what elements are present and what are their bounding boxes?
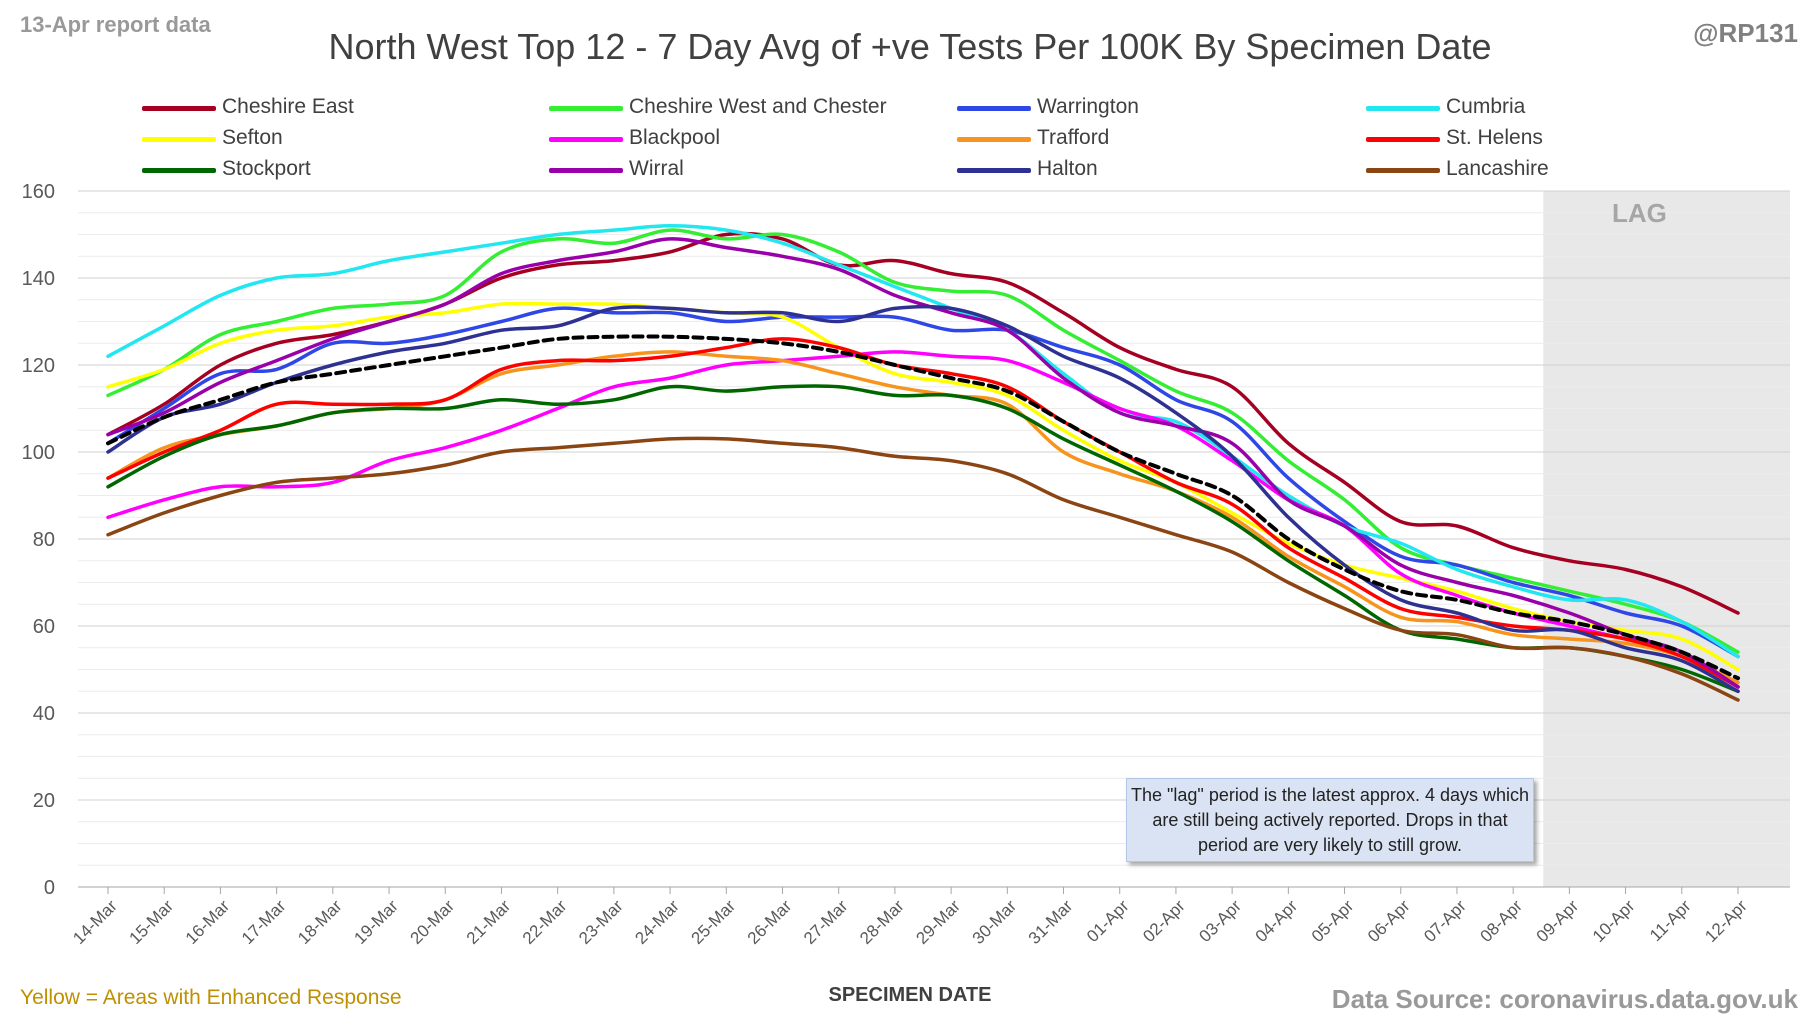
chart-title: North West Top 12 - 7 Day Avg of +ve Tes… <box>328 26 1492 67</box>
x-tick-label: 09-Apr <box>1533 896 1583 946</box>
y-tick-label: 120 <box>22 355 55 377</box>
legend-label: Blackpool <box>629 126 721 149</box>
legend-swatch <box>957 137 1031 142</box>
series-line-cumbria <box>106 224 1740 659</box>
legend-swatch <box>1366 137 1440 142</box>
x-tick-label: 03-Apr <box>1195 896 1245 946</box>
legend-swatch <box>142 106 216 111</box>
y-tick-label: 80 <box>33 529 55 551</box>
series-line-st-helens <box>106 337 1740 689</box>
legend-label: St. Helens <box>1446 126 1543 149</box>
legend-label: Stockport <box>222 157 311 180</box>
x-tick-label: 02-Apr <box>1139 896 1189 946</box>
series-line-warrington <box>106 306 1740 659</box>
x-tick-label: 20-Mar <box>407 896 459 948</box>
x-tick-label: 31-Mar <box>1025 896 1077 948</box>
x-tick-label: 28-Mar <box>856 896 908 948</box>
x-tick-label: 29-Mar <box>912 896 964 948</box>
x-tick-label: 26-Mar <box>744 896 796 948</box>
y-tick-label: 160 <box>22 181 55 203</box>
author-handle: @RP131 <box>1693 18 1798 48</box>
legend-label: Wirral <box>629 157 684 180</box>
series-line-cheshire-east <box>106 231 1740 615</box>
x-tick-label: 25-Mar <box>688 896 740 948</box>
legend-label: Cumbria <box>1446 95 1526 118</box>
series-line-lancashire <box>106 436 1740 702</box>
x-tick-label: 05-Apr <box>1308 896 1358 946</box>
series-line-stockport <box>106 384 1740 694</box>
legend-swatch <box>142 168 216 173</box>
legend-label: Lancashire <box>1446 157 1549 180</box>
x-tick-label: 22-Mar <box>519 896 571 948</box>
enhanced-response-note: Yellow = Areas with Enhanced Response <box>20 986 402 1009</box>
legend-label: Sefton <box>222 126 283 149</box>
legend-label: Halton <box>1037 157 1098 180</box>
series-line-sefton <box>106 301 1740 672</box>
x-tick-label: 14-Mar <box>69 896 121 948</box>
series-line-cheshire-west-and-chester <box>106 228 1740 654</box>
x-tick-label: 04-Apr <box>1252 896 1302 946</box>
x-tick-label: 23-Mar <box>575 896 627 948</box>
x-tick-label: 06-Apr <box>1364 896 1414 946</box>
y-tick-label: 20 <box>33 790 55 812</box>
x-tick-label: 30-Mar <box>969 896 1021 948</box>
legend-label: Cheshire East <box>222 95 354 118</box>
lag-label: LAG <box>1612 198 1667 228</box>
x-tick-label: 17-Mar <box>238 896 290 948</box>
legend-swatch <box>957 168 1031 173</box>
x-tick-label: 10-Apr <box>1589 896 1639 946</box>
report-date-label: 13-Apr report data <box>20 12 211 37</box>
x-tick-label: 19-Mar <box>350 896 402 948</box>
legend-label: Warrington <box>1037 95 1139 118</box>
x-tick-label: 16-Mar <box>182 896 234 948</box>
x-tick-label: 08-Apr <box>1476 896 1526 946</box>
y-tick-label: 140 <box>22 268 55 290</box>
data-source: Data Source: coronavirus.data.gov.uk <box>1331 984 1798 1014</box>
x-tick-label: 18-Mar <box>294 896 346 948</box>
x-tick-label: 12-Apr <box>1701 896 1751 946</box>
x-tick-label: 01-Apr <box>1083 896 1133 946</box>
legend-swatch <box>142 137 216 142</box>
x-tick-label: 15-Mar <box>126 896 178 948</box>
x-tick-label: 24-Mar <box>631 896 683 948</box>
series-line-blackpool <box>106 350 1740 689</box>
x-tick-label: 11-Apr <box>1646 896 1695 945</box>
legend-swatch <box>1366 106 1440 111</box>
y-tick-label: 40 <box>33 703 55 725</box>
x-tick-label: 27-Mar <box>800 896 852 948</box>
series-line-average-dashed <box>106 334 1740 681</box>
legend-swatch <box>957 106 1031 111</box>
y-tick-label: 100 <box>22 442 55 464</box>
x-axis-title: SPECIMEN DATE <box>828 984 992 1006</box>
series-line-halton <box>106 304 1740 694</box>
y-tick-label: 60 <box>33 616 55 638</box>
legend-swatch <box>549 137 623 142</box>
x-tick-label: 07-Apr <box>1420 896 1470 946</box>
x-tick-label: 21-Mar <box>463 896 515 948</box>
legend-swatch <box>1366 168 1440 173</box>
legend-label: Cheshire West and Chester <box>629 95 887 118</box>
y-tick-label: 0 <box>44 877 55 899</box>
legend-label: Trafford <box>1037 126 1110 149</box>
legend-swatch <box>549 168 623 173</box>
lag-note-box: The "lag" period is the latest approx. 4… <box>1126 778 1534 862</box>
legend-swatch <box>549 106 623 111</box>
